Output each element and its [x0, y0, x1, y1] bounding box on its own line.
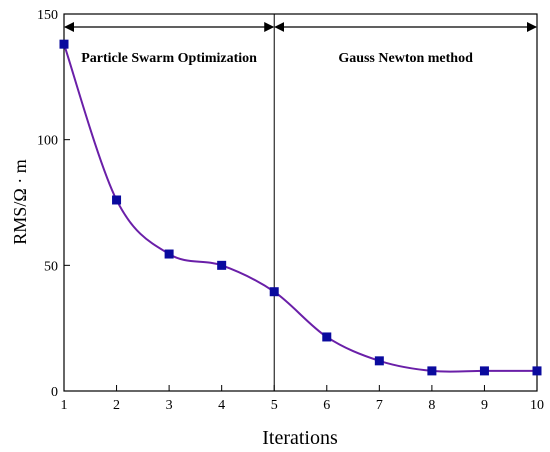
data-point-marker	[269, 287, 279, 297]
data-point-marker	[479, 366, 489, 376]
plot-frame	[63, 13, 538, 392]
pso-region-label: Particle Swarm Optimization	[81, 51, 257, 66]
y-axis-title: RMS/Ω · m	[10, 159, 30, 244]
data-point-marker	[112, 195, 122, 205]
x-tick-label: 6	[323, 398, 330, 413]
data-point-marker	[217, 260, 227, 270]
x-tick-label: 4	[218, 398, 225, 413]
data-point-marker	[59, 39, 69, 49]
x-axis-title: Iterations	[262, 427, 338, 449]
y-tick-label: 50	[44, 259, 58, 274]
x-tick-label: 5	[271, 398, 278, 413]
x-tick-label: 2	[113, 398, 120, 413]
x-tick-label: 8	[428, 398, 435, 413]
rms-series-markers	[59, 39, 542, 376]
data-point-marker	[532, 366, 542, 376]
data-point-marker	[322, 332, 332, 342]
x-axis-ticks: 1 2 3 4 5 6 7 8 9 10	[61, 385, 544, 413]
x-tick-label: 7	[376, 398, 383, 413]
y-tick-label: 0	[51, 385, 58, 400]
gauss-newton-region-label: Gauss Newton method	[338, 51, 473, 66]
y-axis-ticks: 0 50 100 150	[37, 8, 70, 400]
x-tick-label: 3	[166, 398, 173, 413]
data-point-marker	[164, 249, 174, 259]
y-tick-label: 150	[37, 8, 58, 23]
x-tick-label: 1	[61, 398, 68, 413]
data-point-marker	[374, 356, 384, 366]
x-tick-label: 9	[481, 398, 488, 413]
data-point-marker	[427, 366, 437, 376]
x-tick-label: 10	[530, 398, 544, 413]
rms-series-line	[63, 43, 537, 373]
y-tick-label: 100	[37, 134, 58, 149]
